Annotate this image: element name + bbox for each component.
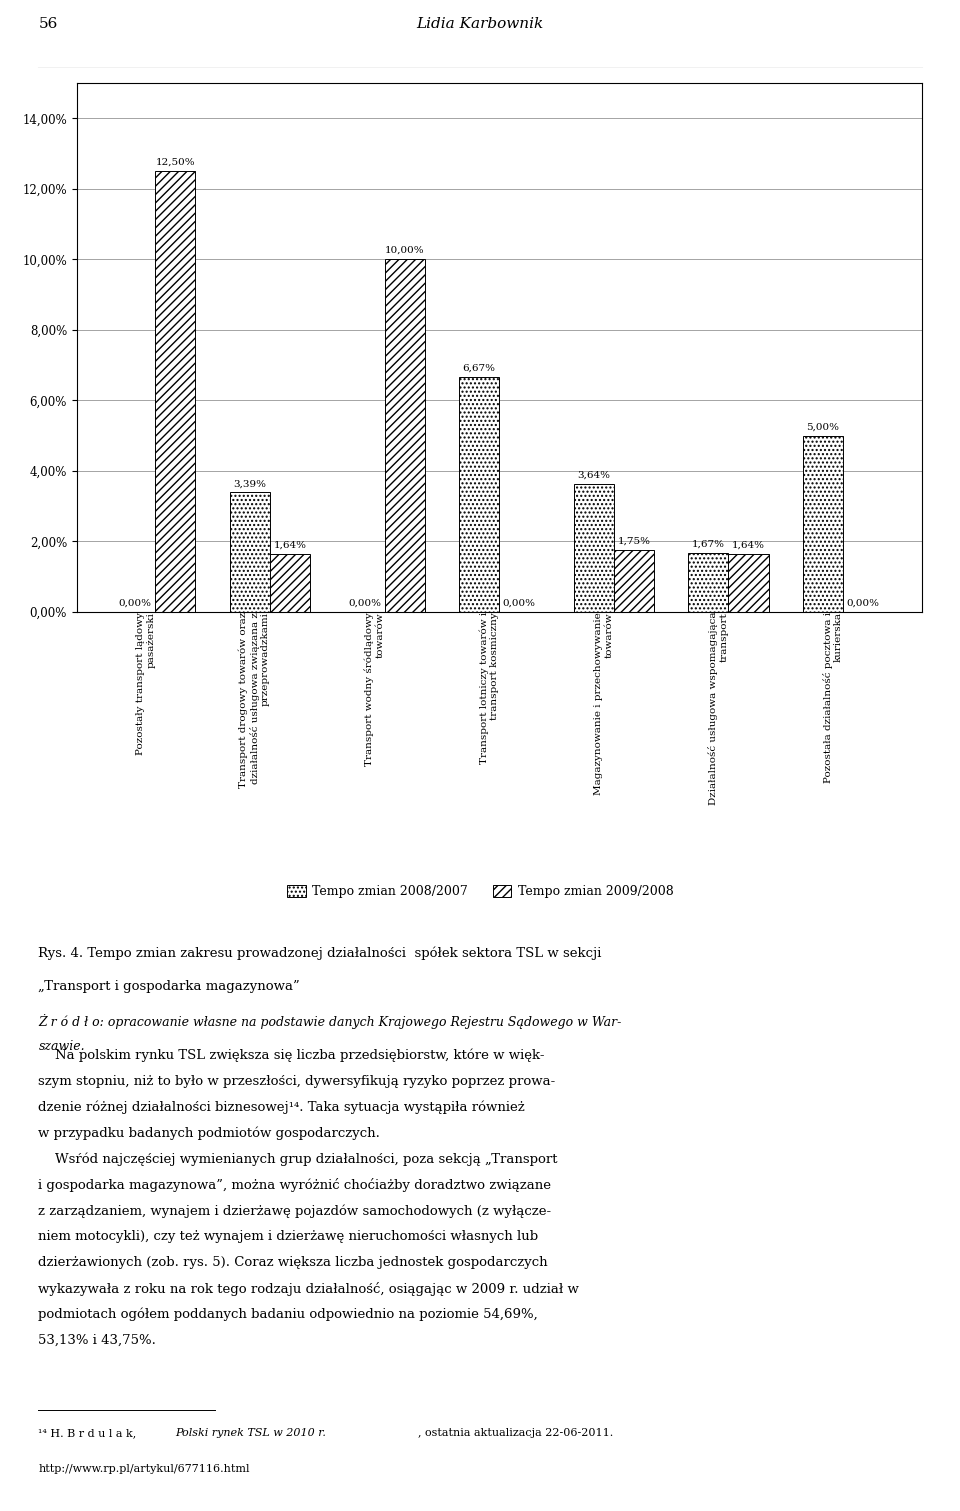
Bar xyxy=(574,484,613,612)
Bar xyxy=(270,555,310,612)
Text: Działalność usługowa wspomagająca
transport: Działalność usługowa wspomagająca transp… xyxy=(708,612,729,805)
Legend: Tempo zmian 2008/2007, Tempo zmian 2009/2008: Tempo zmian 2008/2007, Tempo zmian 2009/… xyxy=(281,879,679,904)
Text: Rys. 4. Tempo zmian zakresu prowadzonej działalności  spółek sektora TSL w sekcj: Rys. 4. Tempo zmian zakresu prowadzonej … xyxy=(38,946,602,959)
Text: 0,00%: 0,00% xyxy=(847,598,879,607)
Text: Polski rynek TSL w 2010 r.: Polski rynek TSL w 2010 r. xyxy=(176,1428,326,1438)
Text: ¹⁴ H. B r d u l a k,: ¹⁴ H. B r d u l a k, xyxy=(38,1428,140,1438)
Bar xyxy=(459,376,499,612)
Text: szawie.: szawie. xyxy=(38,1040,85,1053)
Text: w przypadku badanych podmiotów gospodarczych.: w przypadku badanych podmiotów gospodarc… xyxy=(38,1127,380,1139)
Text: 3,64%: 3,64% xyxy=(577,470,611,479)
Text: 10,00%: 10,00% xyxy=(385,246,424,255)
Text: Na polskim rynku TSL zwiększa się liczba przedsiębiorstw, które w więk-: Na polskim rynku TSL zwiększa się liczba… xyxy=(38,1049,545,1062)
Text: Lidia Karbownik: Lidia Karbownik xyxy=(417,17,543,30)
Bar xyxy=(688,553,729,612)
Text: i gospodarka magazynowa”, można wyróżnić choćiażby doradztwo związane: i gospodarka magazynowa”, można wyróżnić… xyxy=(38,1179,551,1192)
Text: Transport drogowy towarów oraz
działalność usługowa związana z
przeprowadzkami: Transport drogowy towarów oraz działalno… xyxy=(238,612,270,789)
Text: http://www.rp.pl/artykul/677116.html: http://www.rp.pl/artykul/677116.html xyxy=(38,1464,250,1475)
Text: 56: 56 xyxy=(38,17,58,30)
Text: Ż r ó d ł o: opracowanie własne na podstawie danych Krajowego Rejestru Sądowego : Ż r ó d ł o: opracowanie własne na podst… xyxy=(38,1014,622,1029)
Bar xyxy=(613,550,654,612)
Text: 3,39%: 3,39% xyxy=(233,479,266,488)
Text: Transport wodny śródlądowy
towarów: Transport wodny śródlądowy towarów xyxy=(365,612,385,766)
Bar xyxy=(156,171,196,612)
Bar xyxy=(229,493,270,612)
Text: Pozostała działalność pocztowa i
kurierska: Pozostała działalność pocztowa i kuriers… xyxy=(823,612,843,783)
Text: niem motocykli), czy też wynajem i dzierżawę nieruchomości własnych lub: niem motocykli), czy też wynajem i dzier… xyxy=(38,1230,539,1244)
Text: 53,13% i 43,75%.: 53,13% i 43,75%. xyxy=(38,1334,156,1346)
Text: 5,00%: 5,00% xyxy=(806,423,840,432)
Text: 6,67%: 6,67% xyxy=(463,364,495,373)
Text: Transport lotniczy towarów i
transport kosmiczny: Transport lotniczy towarów i transport k… xyxy=(479,612,499,765)
Text: „Transport i gospodarka magazynowa”: „Transport i gospodarka magazynowa” xyxy=(38,981,300,993)
Text: szym stopniu, niż to było w przeszłości, dywersyfikują ryzyko poprzez prowa-: szym stopniu, niż to było w przeszłości,… xyxy=(38,1074,556,1088)
Text: dzenie różnej działalności biznesowej¹⁴. Taka sytuacja wystąpiła również: dzenie różnej działalności biznesowej¹⁴.… xyxy=(38,1100,525,1114)
Bar xyxy=(729,555,769,612)
Text: Pozostały transport lądowy
pasażerski: Pozostały transport lądowy pasażerski xyxy=(136,612,156,756)
Text: dzierżawionych (zob. rys. 5). Coraz większa liczba jednostek gospodarczych: dzierżawionych (zob. rys. 5). Coraz więk… xyxy=(38,1256,548,1269)
Text: 12,50%: 12,50% xyxy=(156,159,195,168)
Text: 0,00%: 0,00% xyxy=(348,598,381,607)
Text: 1,75%: 1,75% xyxy=(617,536,650,545)
Bar xyxy=(385,260,424,612)
Text: Magazynowanie i przechowywanie
towarów: Magazynowanie i przechowywanie towarów xyxy=(594,612,613,795)
Text: 0,00%: 0,00% xyxy=(119,598,152,607)
Text: , ostatnia aktualizacja 22-06-2011.: , ostatnia aktualizacja 22-06-2011. xyxy=(419,1428,613,1438)
Text: z zarządzaniem, wynajem i dzierżawę pojazdów samochodowych (z wyłącze-: z zarządzaniem, wynajem i dzierżawę poja… xyxy=(38,1204,552,1218)
Text: Wsŕód najczęściej wymienianych grup działalności, poza sekcją „Transport: Wsŕód najczęściej wymienianych grup dzia… xyxy=(38,1153,558,1166)
Text: podmiotach ogółem poddanych badaniu odpowiednio na poziomie 54,69%,: podmiotach ogółem poddanych badaniu odpo… xyxy=(38,1309,539,1321)
Text: 0,00%: 0,00% xyxy=(503,598,536,607)
Text: 1,67%: 1,67% xyxy=(692,539,725,548)
Bar xyxy=(803,435,843,612)
Text: wykazywała z roku na rok tego rodzaju działalność, osiągając w 2009 r. udział w: wykazywała z roku na rok tego rodzaju dz… xyxy=(38,1281,579,1295)
Text: 1,64%: 1,64% xyxy=(732,541,765,550)
Text: 1,64%: 1,64% xyxy=(274,541,306,550)
